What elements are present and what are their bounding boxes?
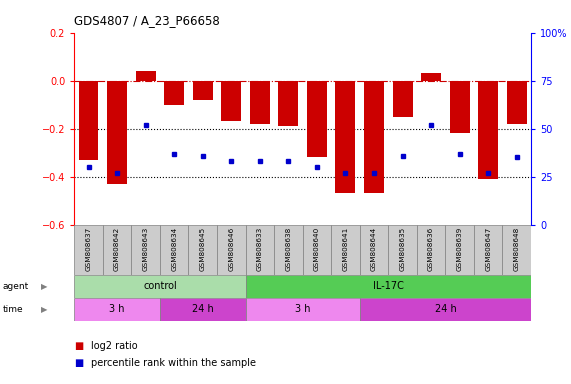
Bar <box>160 298 246 321</box>
Text: GSM808637: GSM808637 <box>86 227 91 271</box>
Text: GSM808647: GSM808647 <box>485 227 491 271</box>
Bar <box>250 81 270 124</box>
Bar <box>421 73 441 81</box>
Bar <box>217 225 246 275</box>
Text: GSM808635: GSM808635 <box>400 227 405 271</box>
Bar <box>164 81 184 105</box>
Bar <box>393 81 412 117</box>
Text: GSM808640: GSM808640 <box>314 227 320 271</box>
Text: GSM808643: GSM808643 <box>143 227 148 271</box>
Bar <box>474 225 502 275</box>
Text: GSM808633: GSM808633 <box>257 227 263 271</box>
Bar <box>246 225 274 275</box>
Text: 3 h: 3 h <box>295 304 311 314</box>
Text: 24 h: 24 h <box>435 304 456 314</box>
Text: GSM808648: GSM808648 <box>514 227 520 271</box>
Text: ■: ■ <box>74 341 83 351</box>
Bar <box>502 225 531 275</box>
Bar <box>388 225 417 275</box>
Bar <box>188 225 217 275</box>
Text: time: time <box>3 305 23 314</box>
Text: agent: agent <box>3 281 29 291</box>
Bar <box>303 225 331 275</box>
Bar <box>364 81 384 194</box>
Text: GDS4807 / A_23_P66658: GDS4807 / A_23_P66658 <box>74 14 220 27</box>
Text: GSM808642: GSM808642 <box>114 227 120 271</box>
Bar <box>74 225 103 275</box>
Bar <box>278 81 298 126</box>
Text: GSM808638: GSM808638 <box>286 227 291 271</box>
Bar <box>131 225 160 275</box>
Text: GSM808644: GSM808644 <box>371 227 377 271</box>
Text: GSM808646: GSM808646 <box>228 227 234 271</box>
Bar <box>74 275 246 298</box>
Bar <box>246 298 360 321</box>
Text: percentile rank within the sample: percentile rank within the sample <box>91 358 256 368</box>
Bar <box>160 225 188 275</box>
Bar <box>103 225 131 275</box>
Bar <box>478 81 498 179</box>
Text: IL-17C: IL-17C <box>373 281 404 291</box>
Bar <box>450 81 469 134</box>
Text: 24 h: 24 h <box>192 304 214 314</box>
Text: GSM808634: GSM808634 <box>171 227 177 271</box>
Bar <box>360 225 388 275</box>
Bar <box>135 71 155 81</box>
Bar <box>360 298 531 321</box>
Text: control: control <box>143 281 177 291</box>
Bar <box>221 81 241 121</box>
Bar <box>331 225 360 275</box>
Bar <box>192 81 212 100</box>
Text: ■: ■ <box>74 358 83 368</box>
Bar <box>307 81 327 157</box>
Text: GSM808639: GSM808639 <box>457 227 463 271</box>
Text: 3 h: 3 h <box>109 304 125 314</box>
Text: GSM808641: GSM808641 <box>343 227 348 271</box>
Bar <box>507 81 526 124</box>
Bar <box>74 298 160 321</box>
Bar <box>107 81 127 184</box>
Text: ▶: ▶ <box>41 305 47 314</box>
Bar <box>335 81 355 194</box>
Bar <box>445 225 474 275</box>
Text: ▶: ▶ <box>41 281 47 291</box>
Bar <box>79 81 99 160</box>
Text: log2 ratio: log2 ratio <box>91 341 138 351</box>
Text: GSM808645: GSM808645 <box>200 227 206 271</box>
Bar <box>417 225 445 275</box>
Bar <box>246 275 531 298</box>
Text: GSM808636: GSM808636 <box>428 227 434 271</box>
Bar <box>274 225 303 275</box>
